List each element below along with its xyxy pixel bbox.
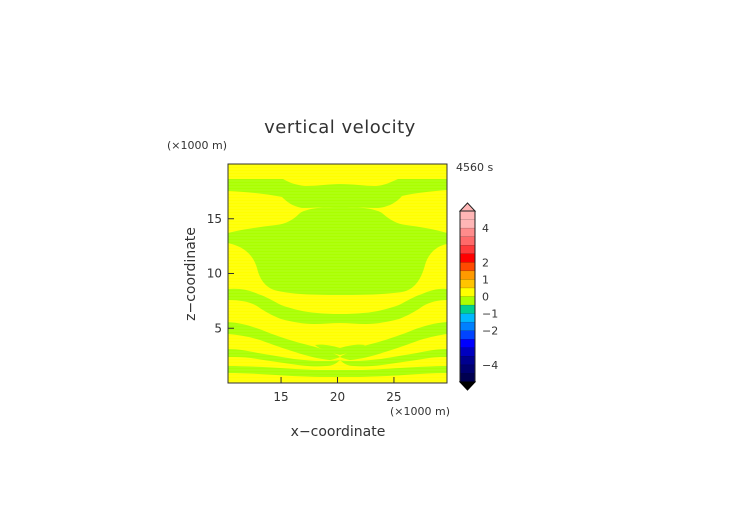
upper-negative-band — [228, 179, 447, 208]
negative-velocity-regions — [228, 179, 447, 377]
plot-scanlines — [228, 165, 447, 383]
lower-left-negative-branch — [228, 322, 340, 360]
y-axis-ticks: 5 10 15 — [207, 212, 234, 335]
colorbar-band — [459, 347, 476, 357]
colorbar-band — [459, 244, 476, 255]
bottom-right-negative-band — [340, 349, 447, 367]
colorbar-band — [459, 236, 476, 246]
colorbar-tick-label: 0 — [482, 291, 489, 304]
z-unit-label: (×1000 m) — [167, 139, 227, 152]
colorbar-band — [459, 330, 476, 340]
x-unit-label: (×1000 m) — [390, 405, 450, 418]
colorbar-tick-label: 2 — [482, 256, 489, 269]
x-axis-label: x−coordinate — [291, 424, 386, 440]
colorbar-tick-label: −2 — [482, 325, 498, 338]
x-tick-label: 15 — [273, 390, 288, 404]
colorbar-band — [459, 219, 476, 229]
colorbar-band — [459, 373, 476, 383]
colorbar-band — [459, 287, 476, 297]
central-lower-knot — [315, 344, 365, 355]
colorbar-band — [459, 270, 476, 280]
colorbar-band — [459, 339, 476, 349]
bottom-left-negative-band — [228, 349, 340, 367]
colorbar-tick-label: 1 — [482, 273, 489, 286]
colorbar-tick-label: −4 — [482, 359, 498, 372]
y-tick-label: 15 — [207, 212, 222, 226]
colorbar-tick-label: 4 — [482, 222, 489, 235]
colorbar-top-arrow — [458, 202, 477, 212]
colorbar-tick-label: −1 — [482, 308, 498, 321]
colorbar-band — [459, 279, 476, 289]
colorbar-band — [459, 210, 476, 220]
y-axis-label: z−coordinate — [183, 227, 199, 321]
central-negative-region — [228, 207, 447, 295]
middle-negative-band — [228, 288, 447, 324]
time-label: 4560 s — [456, 161, 493, 174]
plot-area — [227, 163, 448, 384]
y-tick-label: 5 — [214, 321, 222, 335]
y-tick-label: 10 — [207, 267, 222, 281]
colorbar: 4 2 1 0 −1 −2 −4 — [458, 202, 498, 391]
colorbar-band — [459, 304, 476, 314]
lower-right-negative-branch — [340, 322, 447, 360]
x-tick-label: 20 — [330, 390, 345, 404]
colorbar-band — [459, 356, 476, 366]
colorbar-band — [459, 296, 476, 306]
x-tick-label: 25 — [386, 390, 401, 404]
colorbar-band — [459, 321, 476, 332]
colorbar-band — [459, 364, 476, 374]
x-axis-ticks: 15 20 25 — [273, 377, 402, 404]
colorbar-band — [459, 253, 476, 263]
chart-title: vertical velocity — [264, 117, 416, 138]
colorbar-bottom-arrow — [458, 381, 477, 391]
colorbar-band — [459, 262, 476, 272]
bottom-negative-strip — [228, 366, 447, 377]
colorbar-band — [459, 227, 476, 238]
colorbar-band — [459, 313, 476, 323]
